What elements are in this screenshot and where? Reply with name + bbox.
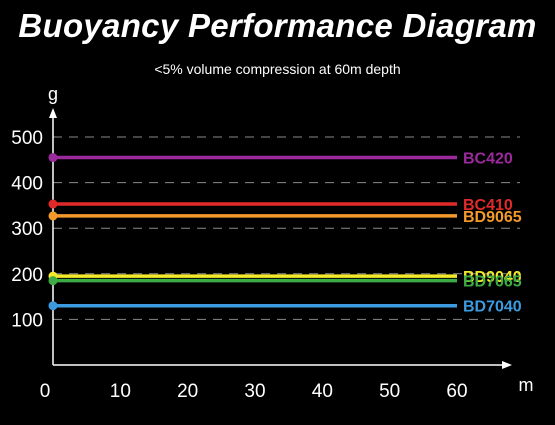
y-tick-label: 200 [11,265,43,286]
series-bc410: BC410 [48,197,513,214]
series-start-point [48,153,58,163]
tick-layer: 100 200 300 400 500 0 10 20 30 40 50 60 [11,128,467,402]
y-tick-label: 100 [11,310,43,331]
series-start-point [48,199,58,209]
series-bd9040: BD9040 [48,269,522,286]
chart-title: Buoyancy Performance Diagram [18,7,537,44]
x-tick-label: 40 [312,381,333,402]
x-tick-label: 20 [177,381,198,402]
grid-layer [53,136,520,320]
y-axis-label: g [48,84,58,104]
y-tick-label: 300 [11,219,43,240]
series-bd9065: BD9065 [48,209,522,226]
y-tick-label: 400 [11,174,43,195]
series-label: BD7040 [463,299,522,316]
axis-layer: g m [48,84,534,395]
x-tick-label: 30 [244,381,265,402]
chart-subtitle: <5% volume compression at 60m depth [154,61,401,77]
series-bd7065: BD7065 [48,274,522,291]
x-tick-label: 60 [446,381,467,402]
series-label: BC420 [463,151,513,168]
series-bd7040: BD7040 [48,299,522,316]
series-start-point [48,276,58,286]
series-start-point [48,301,58,311]
x-axis-arrow [502,361,512,369]
y-axis-arrow [49,108,57,118]
series-label: BC410 [463,197,513,214]
series-bc420: BC420 [48,151,513,168]
series-label: BD9040 [463,269,522,286]
x-tick-label: 10 [110,381,131,402]
series-start-point [48,211,58,221]
y-tick-label: 500 [11,128,43,149]
series-label: BD7065 [463,274,522,291]
x-tick-label: 50 [379,381,400,402]
x-axis-label: m [519,375,534,395]
x-tick-label: 0 [40,381,51,402]
series-label: BD9065 [463,209,522,226]
